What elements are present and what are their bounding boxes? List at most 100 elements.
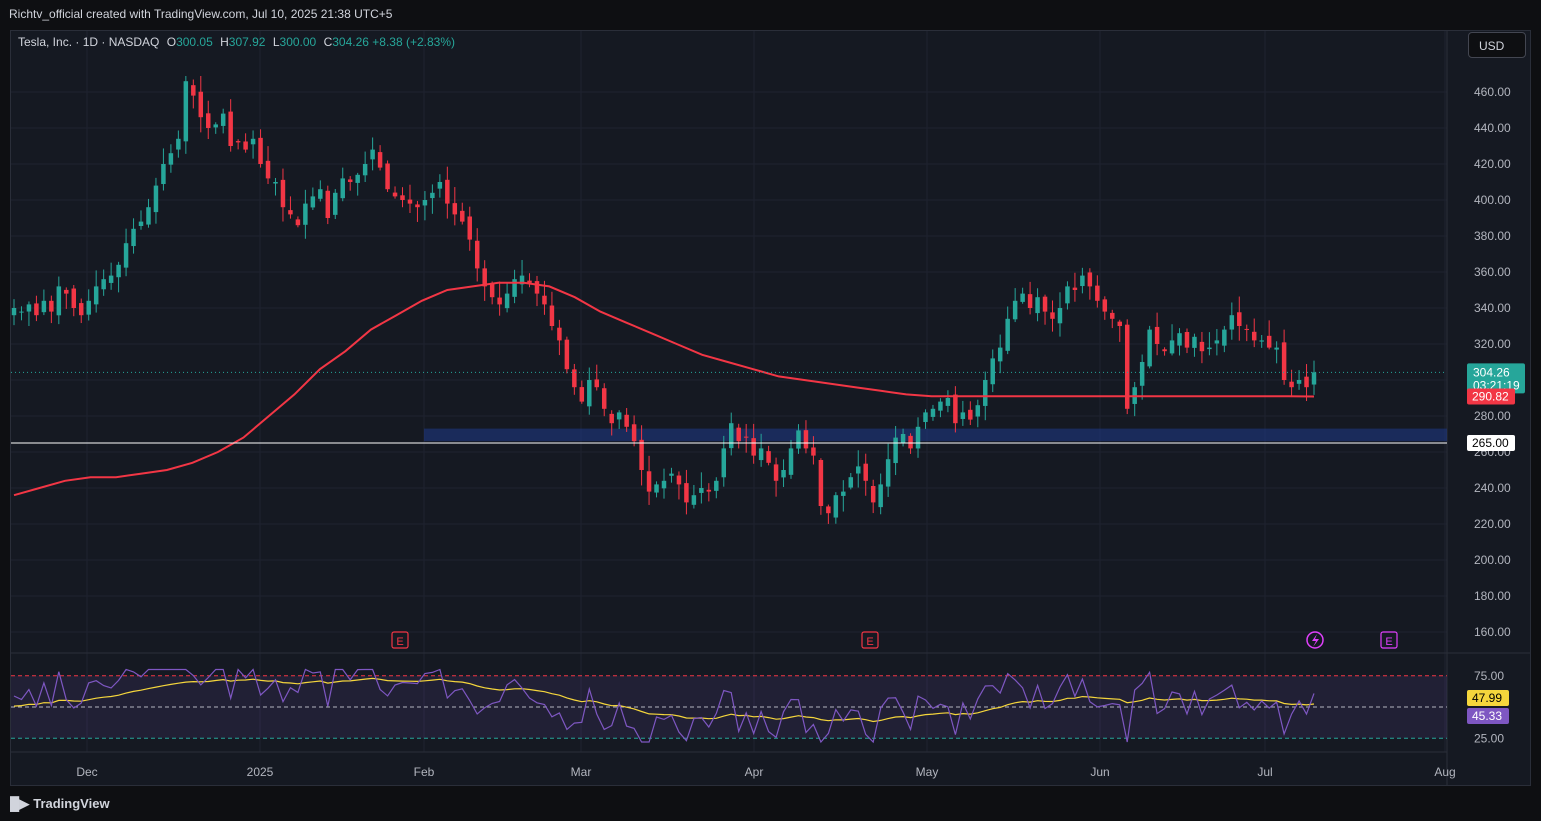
candle-body [758,448,764,461]
candle-body [392,192,398,197]
candle-body [572,369,577,388]
candle-body [1080,275,1085,287]
candle-body [714,480,719,491]
candle-body [1124,324,1130,409]
candle-body [684,483,689,503]
candle-body [729,423,734,449]
tradingview-logo[interactable]: █▶ TradingView [10,796,110,812]
y-tick-label: 340.00 [1474,301,1511,315]
last-price-label: 304.26 [1473,365,1510,379]
candle-body [549,305,555,326]
candle-body [1154,326,1160,344]
symbol-legend: Tesla, Inc. · 1D · NASDAQ O300.05 H307.9… [18,35,455,49]
candle-body [1184,332,1190,348]
candle-body [198,91,204,118]
candle-body [1259,340,1264,342]
candle-body [1162,349,1167,352]
candle-body [191,85,196,96]
y-tick-label: 440.00 [1474,121,1511,135]
candle-body [646,471,652,492]
y-tick-label: 240.00 [1474,481,1511,495]
candle-body [997,347,1003,362]
candle-body [243,141,248,150]
earnings-marker-icon [391,631,409,649]
candle-body [11,308,17,316]
candle-body [1095,285,1100,301]
candle-body [1147,329,1152,367]
candle-body [856,466,861,474]
candle-body [863,463,868,481]
candle-body [497,297,502,305]
candle-body [579,387,585,402]
support-price-label: 265.00 [1472,436,1509,450]
y-tick-label: 200.00 [1474,553,1511,567]
candle-body [1177,333,1182,346]
candle-body [781,470,786,478]
y-tick-label: 180.00 [1474,589,1511,603]
supply-demand-zone [424,428,1447,442]
candle-body [1266,335,1272,348]
candle-body [930,408,936,417]
candle-body [1199,341,1205,352]
high-label: H [220,35,229,49]
candle-body [826,506,831,514]
change-value: +8.38 (+2.83%) [372,35,456,49]
low-label: L [272,35,280,49]
candle-body [609,413,614,424]
candle-body [303,203,308,225]
candle-body [654,484,659,493]
chart-frame[interactable] [10,30,1531,786]
candle-body [983,380,988,406]
y-tick-label: 380.00 [1474,229,1511,243]
tradingview-brand: TradingView [33,796,110,811]
candle-body [818,459,824,506]
candle-body [885,459,891,487]
candle-body [123,243,129,268]
candle-body [721,448,727,478]
candle-body [34,303,39,316]
y-tick-label: 320.00 [1474,337,1511,351]
candle-body [258,137,263,164]
candle-body [1035,297,1040,314]
candle-body [377,152,383,168]
candle-body [452,203,458,215]
candle-body [460,210,465,222]
candle-body [766,451,771,463]
candle-body [183,81,189,142]
candle-body [1057,308,1063,324]
candle-body [1110,312,1115,319]
candle-body [923,412,928,423]
x-tick-label: May [916,765,939,779]
candle-body [467,216,472,240]
candle-body [938,401,943,411]
candle-body [1311,372,1317,385]
candle-body [1304,376,1309,388]
y-tick-label: 220.00 [1474,517,1511,531]
candle-body [1229,315,1235,330]
footer-bar [0,786,1541,821]
candle-body [900,434,906,443]
currency-button[interactable]: USD [1468,32,1526,58]
candle-body [811,447,816,456]
candle-body [288,210,293,215]
candle-body [990,358,995,385]
lightning-icon [1312,634,1319,647]
candle-body [340,178,345,199]
candle-body [1222,329,1227,346]
candle-body [93,286,99,305]
candle-body [280,179,286,208]
candle-body [1192,336,1197,348]
x-tick-label: Jul [1257,765,1272,779]
candle-body [347,179,353,182]
candle-body [1296,380,1302,384]
candle-body [915,426,921,449]
candle-body [1027,294,1033,308]
candle-body [631,424,637,442]
candle-body [355,174,360,183]
candle-body [64,289,69,294]
candle-body [968,409,973,420]
candle-body [489,284,495,298]
candle-body [333,192,338,215]
y-tick-label: 160.00 [1474,625,1511,639]
